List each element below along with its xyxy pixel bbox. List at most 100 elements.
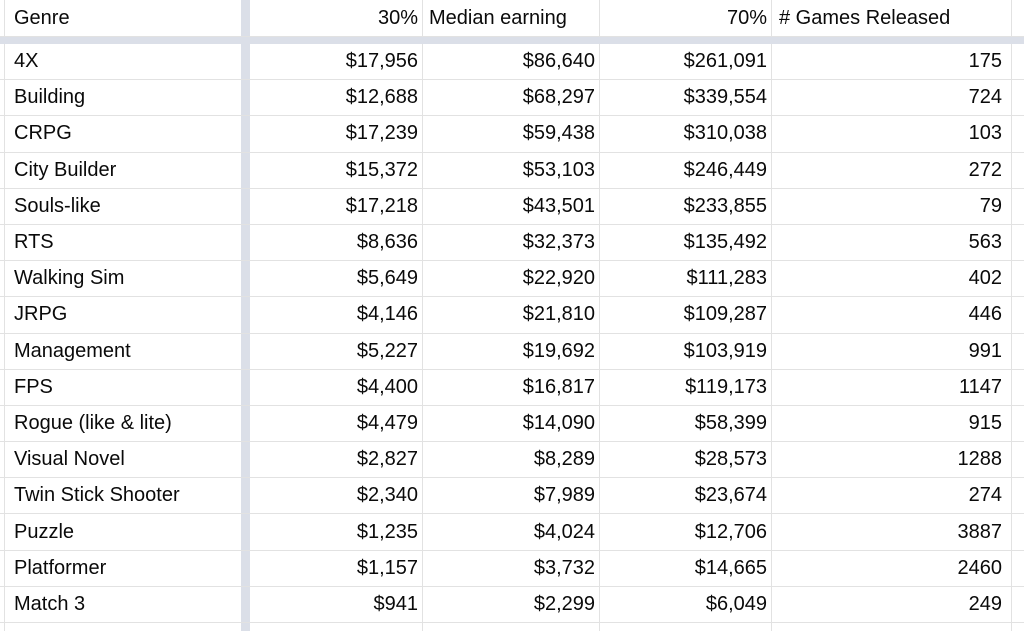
- table-row: Puzzle $1,235 $4,024 $12,706 3887: [0, 514, 1024, 551]
- cell-median-earning[interactable]: $59,438: [423, 116, 600, 152]
- cell-30pct[interactable]: $17,956: [250, 44, 423, 80]
- cell-games-released[interactable]: 724: [772, 80, 1012, 116]
- cell-70pct[interactable]: $28,573: [600, 442, 772, 478]
- cell-genre[interactable]: JRPG: [14, 303, 68, 326]
- cell-30pct[interactable]: $4,400: [250, 369, 423, 405]
- empty-cell: [1012, 442, 1024, 477]
- cell-genre[interactable]: Rogue (like & lite): [14, 411, 172, 434]
- cell-genre[interactable]: Visual Novel: [14, 448, 125, 471]
- empty-cell: [1012, 44, 1024, 79]
- cell-30pct[interactable]: $941: [250, 586, 423, 622]
- cell-games-released[interactable]: 274: [772, 478, 1012, 514]
- cell-games-released[interactable]: 446: [772, 297, 1012, 333]
- frozen-column-divider: [241, 0, 250, 36]
- cell-median-earning[interactable]: $4,024: [423, 514, 600, 550]
- cell-70pct[interactable]: $310,038: [600, 116, 772, 152]
- table-row: Platformer $1,157 $3,732 $14,665 2460: [0, 550, 1024, 587]
- cell-median-earning[interactable]: $21,810: [423, 297, 600, 333]
- cell-games-released[interactable]: 175: [772, 44, 1012, 80]
- row-header-strip: [0, 369, 5, 405]
- cell-genre[interactable]: FPS: [14, 375, 53, 398]
- column-header-70pct[interactable]: 70%: [600, 0, 772, 36]
- cell-70pct[interactable]: $23,674: [600, 478, 772, 514]
- cell-genre[interactable]: Building: [14, 86, 86, 109]
- cell-genre[interactable]: Walking Sim: [14, 267, 125, 290]
- cell-games-released[interactable]: 272: [772, 152, 1012, 188]
- column-header-30pct[interactable]: 30%: [250, 0, 423, 36]
- cell-30pct[interactable]: $5,649: [250, 261, 423, 297]
- cell-games-released[interactable]: 1147: [772, 369, 1012, 405]
- cell-genre[interactable]: City Builder: [14, 158, 117, 181]
- cell-games-released[interactable]: 103: [772, 116, 1012, 152]
- cell-median-earning[interactable]: $19,692: [423, 333, 600, 369]
- cell-median-earning[interactable]: $43,501: [423, 188, 600, 224]
- cell-genre[interactable]: 4X: [14, 50, 39, 73]
- cell-70pct[interactable]: $119,173: [600, 369, 772, 405]
- cell-30pct[interactable]: $8,636: [250, 224, 423, 261]
- cell-70pct[interactable]: $6,049: [600, 586, 772, 622]
- cell-median-earning[interactable]: $7,989: [423, 478, 600, 514]
- column-header-genre[interactable]: Genre: [14, 6, 70, 29]
- cell-70pct[interactable]: $135,492: [600, 224, 772, 261]
- cell-games-released[interactable]: 2460: [772, 550, 1012, 586]
- cell-median-earning[interactable]: $22,920: [423, 261, 600, 297]
- cell-70pct[interactable]: $58,399: [600, 405, 772, 442]
- cell-70pct[interactable]: $103,919: [600, 333, 772, 369]
- row-header-strip: [0, 44, 5, 80]
- cell-30pct[interactable]: $17,218: [250, 188, 423, 224]
- cell-median-earning[interactable]: $3,732: [423, 550, 600, 586]
- cell-games-released[interactable]: 402: [772, 261, 1012, 297]
- cell-median-earning[interactable]: $86,640: [423, 44, 600, 80]
- cell-30pct[interactable]: $4,479: [250, 405, 423, 442]
- cell-70pct[interactable]: $109,287: [600, 297, 772, 333]
- table-row: Souls-like $17,218 $43,501 $233,855 79: [0, 188, 1024, 225]
- cell-70pct[interactable]: $261,091: [600, 44, 772, 80]
- cell-30pct[interactable]: $4,146: [250, 297, 423, 333]
- cell-30pct[interactable]: $1,157: [250, 550, 423, 586]
- cell-30pct[interactable]: $2,340: [250, 478, 423, 514]
- cell-70pct[interactable]: $233,855: [600, 188, 772, 224]
- cell-games-released[interactable]: 249: [772, 586, 1012, 622]
- cell-30pct[interactable]: $1,235: [250, 514, 423, 550]
- cell-70pct[interactable]: $111,283: [600, 261, 772, 297]
- cell-genre[interactable]: Souls-like: [14, 194, 101, 217]
- cell-70pct[interactable]: $339,554: [600, 80, 772, 116]
- column-header-median-earning[interactable]: Median earning: [423, 0, 600, 36]
- cell-30pct[interactable]: $15,372: [250, 152, 423, 188]
- cell-30pct[interactable]: $5,227: [250, 333, 423, 369]
- cell-games-released[interactable]: 3887: [772, 514, 1012, 550]
- empty-cell: [1012, 370, 1024, 405]
- cell-genre[interactable]: Match 3: [14, 592, 86, 615]
- cell-30pct[interactable]: $2,827: [250, 442, 423, 478]
- cell-genre[interactable]: CRPG: [14, 122, 72, 145]
- cell-games-released[interactable]: 1288: [772, 442, 1012, 478]
- empty-cell: [1012, 80, 1024, 115]
- cell-genre[interactable]: Twin Stick Shooter: [14, 484, 180, 507]
- cell-70pct[interactable]: $12,706: [600, 514, 772, 550]
- table-body: 4X $17,956 $86,640 $261,091 175 Building…: [0, 44, 1024, 623]
- cell-median-earning[interactable]: $32,373: [423, 224, 600, 261]
- cell-70pct[interactable]: $246,449: [600, 152, 772, 188]
- cell-games-released[interactable]: 79: [772, 188, 1012, 224]
- cell-games-released[interactable]: 991: [772, 333, 1012, 369]
- cell-genre[interactable]: Management: [14, 339, 131, 362]
- empty-cell: [250, 623, 423, 631]
- cell-30pct[interactable]: $17,239: [250, 116, 423, 152]
- table-row: 4X $17,956 $86,640 $261,091 175: [0, 44, 1024, 81]
- empty-cell: [423, 623, 600, 631]
- column-header-games-released[interactable]: # Games Released: [772, 0, 1012, 36]
- cell-median-earning[interactable]: $68,297: [423, 80, 600, 116]
- cell-median-earning[interactable]: $16,817: [423, 369, 600, 405]
- cell-30pct[interactable]: $12,688: [250, 80, 423, 116]
- cell-median-earning[interactable]: $8,289: [423, 442, 600, 478]
- cell-genre[interactable]: RTS: [14, 231, 54, 254]
- cell-median-earning[interactable]: $53,103: [423, 152, 600, 188]
- cell-70pct[interactable]: $14,665: [600, 550, 772, 586]
- cell-games-released[interactable]: 915: [772, 405, 1012, 442]
- cell-genre[interactable]: Platformer: [14, 556, 107, 579]
- cell-genre[interactable]: Puzzle: [14, 520, 75, 543]
- cell-median-earning[interactable]: $14,090: [423, 405, 600, 442]
- cell-median-earning[interactable]: $2,299: [423, 586, 600, 622]
- cell-games-released[interactable]: 563: [772, 224, 1012, 261]
- row-header-strip: [0, 152, 5, 188]
